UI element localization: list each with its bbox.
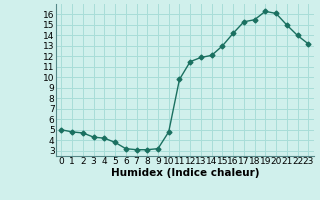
X-axis label: Humidex (Indice chaleur): Humidex (Indice chaleur)	[110, 168, 259, 178]
